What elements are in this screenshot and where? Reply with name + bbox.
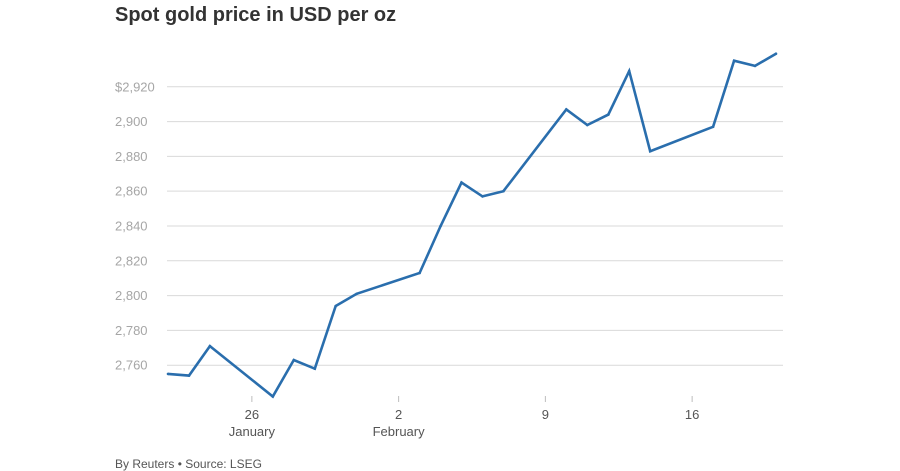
y-tick-label: 2,860 [115, 184, 148, 199]
y-tick-label: 2,820 [115, 253, 148, 268]
data-point [292, 358, 296, 362]
x-tick-label: 9 [542, 407, 549, 422]
y-tick-label: 2,840 [115, 218, 148, 233]
data-point [648, 149, 652, 153]
x-tick-month-label: February [373, 424, 426, 439]
series-line [167, 52, 777, 399]
data-point [334, 304, 338, 308]
data-point [166, 372, 170, 376]
x-tick-month-label: January [229, 424, 276, 439]
y-tick-label: $2,920 [115, 79, 155, 94]
x-axis-ticks: 26 January 2 February 9 16 [229, 396, 699, 439]
y-tick-label: 2,760 [115, 358, 148, 373]
x-tick-label: 16 [685, 407, 699, 422]
data-point [439, 224, 442, 228]
gridlines [167, 86, 783, 366]
data-point [355, 292, 359, 296]
data-point [460, 181, 463, 184]
chart-title: Spot gold price in USD per oz [115, 4, 397, 26]
data-point [418, 271, 421, 275]
data-point [753, 64, 757, 68]
data-point [732, 59, 736, 62]
data-point [271, 395, 275, 398]
y-tick-label: 2,880 [115, 149, 148, 164]
x-tick-label: 2 [395, 407, 402, 422]
data-point [481, 195, 484, 198]
y-tick-label: 2,780 [115, 323, 148, 338]
data-point [502, 189, 505, 193]
series-layer [166, 52, 778, 399]
source-footnote: By Reuters • Source: LSEG [115, 457, 262, 471]
data-point [187, 374, 191, 377]
data-point [627, 69, 631, 73]
data-point [208, 344, 212, 348]
data-point [774, 52, 778, 55]
y-tick-label: 2,900 [115, 114, 148, 129]
data-point [711, 125, 715, 129]
data-point [586, 123, 589, 127]
x-tick-label: 26 [245, 407, 259, 422]
y-axis-tick-labels: 2,760 2,780 2,800 2,820 2,840 2,860 2,880 2,900… [115, 79, 155, 372]
y-tick-label: 2,800 [115, 288, 148, 303]
data-point [607, 113, 610, 116]
data-point [565, 108, 568, 111]
data-point [313, 367, 317, 371]
